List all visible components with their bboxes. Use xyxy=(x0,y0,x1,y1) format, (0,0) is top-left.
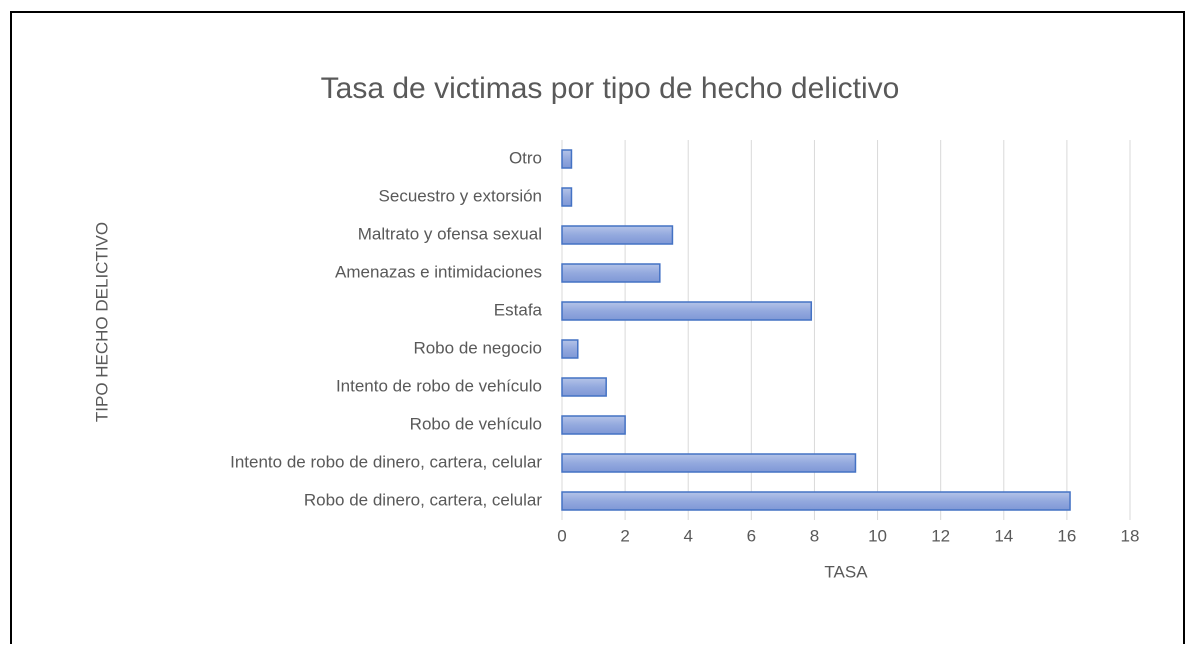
y-tick-label: Intento de robo de dinero, cartera, celu… xyxy=(230,452,542,471)
bar xyxy=(561,149,573,169)
bar xyxy=(561,491,1071,511)
y-tick-label: Robo de dinero, cartera, celular xyxy=(304,490,542,509)
y-tick-label: Estafa xyxy=(494,300,543,319)
x-tick-label: 18 xyxy=(1121,526,1140,545)
y-axis-label: TIPO HECHO DELICTIVO xyxy=(92,222,111,422)
y-tick-label: Robo de negocio xyxy=(413,338,542,357)
y-tick-label: Amenazas e intimidaciones xyxy=(335,262,542,281)
bar xyxy=(561,301,813,321)
x-tick-label: 4 xyxy=(683,526,692,545)
y-tick-label: Robo de vehículo xyxy=(410,414,542,433)
x-tick-label: 0 xyxy=(557,526,566,545)
x-axis-label: TASA xyxy=(824,562,868,581)
bar xyxy=(561,377,607,397)
bar xyxy=(561,187,573,207)
bar xyxy=(561,415,626,435)
bar xyxy=(561,339,579,359)
x-tick-label: 2 xyxy=(620,526,629,545)
bar xyxy=(561,263,661,283)
y-tick-label: Otro xyxy=(509,148,542,167)
x-tick-label: 6 xyxy=(747,526,756,545)
bar xyxy=(561,453,857,473)
x-tick-label: 8 xyxy=(810,526,819,545)
x-tick-label: 16 xyxy=(1057,526,1076,545)
y-tick-label: Maltrato y ofensa sexual xyxy=(358,224,542,243)
frame xyxy=(10,11,1185,649)
x-tick-label: 10 xyxy=(868,526,887,545)
x-tick-label: 12 xyxy=(931,526,950,545)
x-tick-label: 14 xyxy=(994,526,1013,545)
chart-title: Tasa de victimas por tipo de hecho delic… xyxy=(321,72,900,105)
y-tick-label: Intento de robo de vehículo xyxy=(336,376,542,395)
bar xyxy=(561,225,674,245)
y-tick-label: Secuestro y extorsión xyxy=(379,186,542,205)
